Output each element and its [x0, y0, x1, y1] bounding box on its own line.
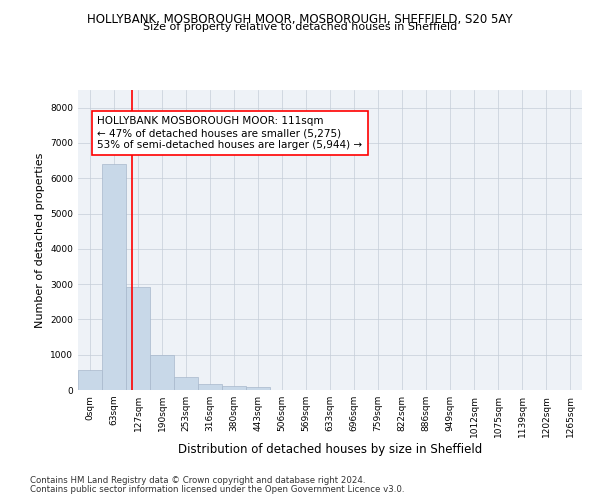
Bar [198, 384, 222, 390]
X-axis label: Distribution of detached houses by size in Sheffield: Distribution of detached houses by size … [178, 442, 482, 456]
Text: HOLLYBANK, MOSBOROUGH MOOR, MOSBOROUGH, SHEFFIELD, S20 5AY: HOLLYBANK, MOSBOROUGH MOOR, MOSBOROUGH, … [87, 12, 513, 26]
Bar [78, 370, 102, 390]
Text: HOLLYBANK MOSBOROUGH MOOR: 111sqm
← 47% of detached houses are smaller (5,275)
5: HOLLYBANK MOSBOROUGH MOOR: 111sqm ← 47% … [97, 116, 362, 150]
Bar [174, 378, 198, 390]
Bar [126, 287, 150, 390]
Text: Contains HM Land Registry data © Crown copyright and database right 2024.: Contains HM Land Registry data © Crown c… [30, 476, 365, 485]
Bar [246, 387, 270, 390]
Text: Size of property relative to detached houses in Sheffield: Size of property relative to detached ho… [143, 22, 457, 32]
Bar [150, 356, 174, 390]
Bar [222, 386, 246, 390]
Bar [102, 164, 126, 390]
Y-axis label: Number of detached properties: Number of detached properties [35, 152, 44, 328]
Text: Contains public sector information licensed under the Open Government Licence v3: Contains public sector information licen… [30, 485, 404, 494]
